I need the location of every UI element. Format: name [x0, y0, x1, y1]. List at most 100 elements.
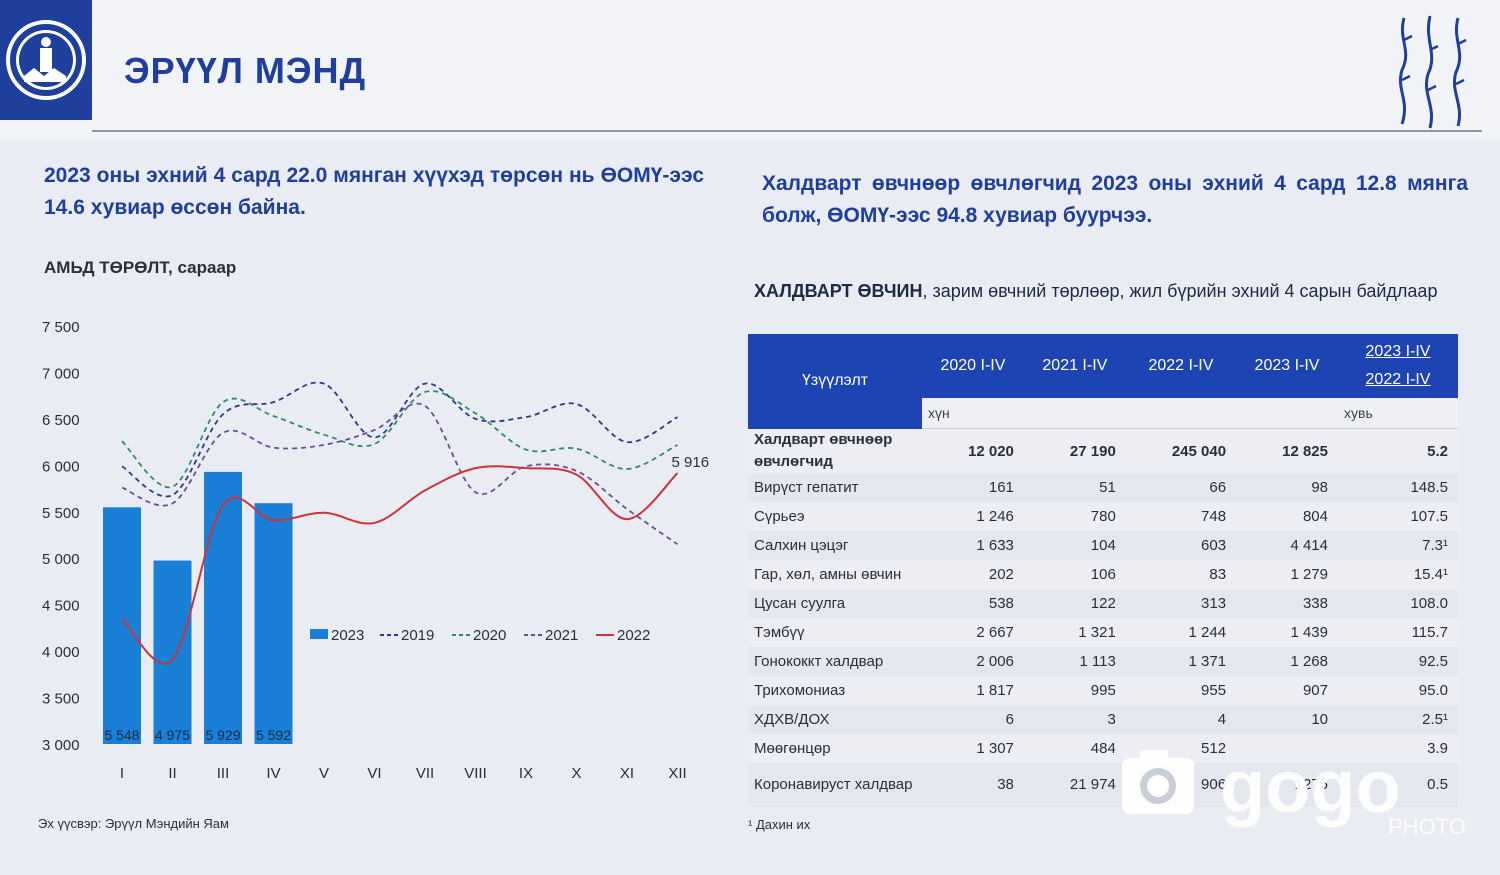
table-total-row: Халдварт өвчнөөр өвчлөгчид 12 020 27 190 24… [748, 428, 1458, 473]
row-label: Вирүст гепатит [748, 473, 922, 502]
row-label: Сүрьеэ [748, 502, 922, 531]
row-label: Гонококкт халдвар [748, 647, 922, 676]
y-tick-label: 3 500 [42, 691, 80, 708]
cell-value: 15.4¹ [1338, 560, 1458, 589]
page-title: ЭРҮҮЛ МЭНД [124, 50, 367, 91]
cell-value: 7.3¹ [1338, 531, 1458, 560]
cell-value: 6 [922, 705, 1024, 734]
legend-label: 2021 [545, 627, 578, 644]
x-tick-label: VII [416, 765, 434, 782]
row-label: Тэмбүү [748, 618, 922, 647]
x-tick-label: IX [519, 765, 533, 782]
cell-value: 27 190 [1023, 428, 1126, 473]
x-tick-label: V [319, 765, 329, 782]
cell-value: 484 [1023, 734, 1126, 763]
cell-value: 66 [1125, 473, 1237, 502]
cell-value: 104 [1023, 531, 1126, 560]
cell-value: 161 [922, 473, 1024, 502]
cell-value: 804 [1236, 502, 1338, 531]
bar-2023 [254, 503, 293, 744]
header-divider [92, 130, 1482, 132]
series-end-label: 5 916 [672, 454, 710, 471]
cell-value: 338 [1236, 589, 1338, 618]
cell-value: 5.2 [1338, 428, 1458, 473]
table-row: Гонококкт халдвар 2 006 1 113 1 371 1 268 92.… [748, 647, 1458, 676]
cell-value: 122 [1023, 589, 1126, 618]
table-row: Коронавируст халдвар 38 21 974 906 1275 0.5 [748, 763, 1458, 807]
header-band [0, 0, 1500, 140]
y-tick-label: 5 000 [42, 551, 80, 568]
x-tick-label: XI [620, 765, 634, 782]
table-row: Салхин цэцэг 1 633 104 603 4 414 7.3¹ [748, 531, 1458, 560]
x-tick-label: VI [367, 765, 381, 782]
cell-value: 1 817 [922, 676, 1024, 705]
cell-value: 1 246 [922, 502, 1024, 531]
unit-persons: хүн [922, 398, 1338, 429]
cell-value: 1 279 [1236, 560, 1338, 589]
bar-data-label: 4 975 [155, 727, 190, 743]
x-tick-label: I [120, 765, 124, 782]
unit-row: хүн хувь [748, 398, 1458, 429]
cell-value: 21 974 [1023, 763, 1126, 807]
x-tick-label: IV [266, 765, 280, 782]
cell-value: 1 371 [1125, 647, 1237, 676]
cell-value: 10 [1236, 705, 1338, 734]
x-tick-label: XII [668, 765, 686, 782]
cell-value: 1275 [1236, 763, 1338, 807]
unit-percent: хувь [1338, 398, 1458, 429]
disease-table: Үзүүлэлт 2020 I-IV 2021 I-IV 2022 I-IV 2… [748, 334, 1458, 807]
watermark-sub: PHOTO [1388, 814, 1466, 838]
table-row: ХДХВ/ДОХ 6 3 4 10 2.5¹ [748, 705, 1458, 734]
line-series-2019 [121, 381, 678, 498]
births-chart: 3 000 3 500 4 000 4 500 5 000 5 500 6 000 6 500… [42, 319, 710, 782]
cell-value: 202 [922, 560, 1024, 589]
cell-value: 148.5 [1338, 473, 1458, 502]
cell-value: 245 040 [1125, 428, 1237, 473]
table-row: Сүрьеэ 1 246 780 748 804 107.5 [748, 502, 1458, 531]
cell-value: 780 [1023, 502, 1126, 531]
y-tick-label: 7 000 [42, 365, 80, 382]
cell-value: 3.9 [1338, 734, 1458, 763]
row-label: Мөөгөнцөр [748, 734, 922, 763]
y-tick-label: 7 500 [42, 319, 80, 336]
bar-2023 [103, 507, 141, 744]
watermark-text: gogo [1220, 745, 1401, 828]
cell-value: 1 244 [1125, 618, 1237, 647]
cell-value: 106 [1023, 560, 1126, 589]
bar-2023 [204, 471, 242, 744]
line-series-2020 [121, 390, 678, 488]
legend-label: 2019 [401, 627, 434, 644]
header-2023: 2023 I-IV [1236, 334, 1338, 398]
table-row: Цусан суулга 538 122 313 338 108.0 [748, 589, 1458, 618]
table-header-row: Үзүүлэлт 2020 I-IV 2021 I-IV 2022 I-IV 2… [748, 334, 1458, 429]
table-title-rest: , зарим өвчний төрлөөр, жил бүрийн эхний… [922, 281, 1438, 301]
cell-value: 313 [1125, 589, 1237, 618]
row-label: Халдварт өвчнөөр өвчлөгчид [748, 428, 922, 473]
bar-data-label: 5 592 [256, 727, 291, 743]
table-title: ХАЛДВАРТ ӨВЧИН, зарим өвчний төрлөөр, жи… [754, 276, 1464, 306]
row-label: Цусан суулга [748, 589, 922, 618]
header-2021: 2021 I-IV [1023, 334, 1126, 398]
y-tick-label: 4 500 [42, 598, 80, 615]
y-tick-label: 6 000 [42, 458, 80, 475]
ratio-numerator: 2023 I-IV [1365, 343, 1431, 360]
cell-value: 955 [1125, 676, 1237, 705]
cell-value [1236, 734, 1338, 763]
table-title-bold: ХАЛДВАРТ ӨВЧИН [754, 281, 923, 301]
table-row: Тэмбүү 2 667 1 321 1 244 1 439 115.7 [748, 618, 1458, 647]
x-tick-label: III [217, 765, 230, 782]
header-indicator: Үзүүлэлт [748, 334, 922, 429]
cell-value: 4 414 [1236, 531, 1338, 560]
legend-label: 2020 [473, 627, 506, 644]
cell-value: 538 [922, 589, 1024, 618]
cell-value: 2 667 [922, 618, 1024, 647]
cell-value: 748 [1125, 502, 1237, 531]
mongolian-script-icon [1399, 15, 1467, 129]
ratio-denominator: 2022 I-IV [1365, 371, 1431, 388]
cell-value: 108.0 [1338, 589, 1458, 618]
line-series-2021 [121, 402, 679, 546]
cell-value: 92.5 [1338, 647, 1458, 676]
header-2022: 2022 I-IV [1125, 334, 1237, 398]
bar-data-label: 5 929 [205, 727, 240, 743]
cell-value: 115.7 [1338, 618, 1458, 647]
